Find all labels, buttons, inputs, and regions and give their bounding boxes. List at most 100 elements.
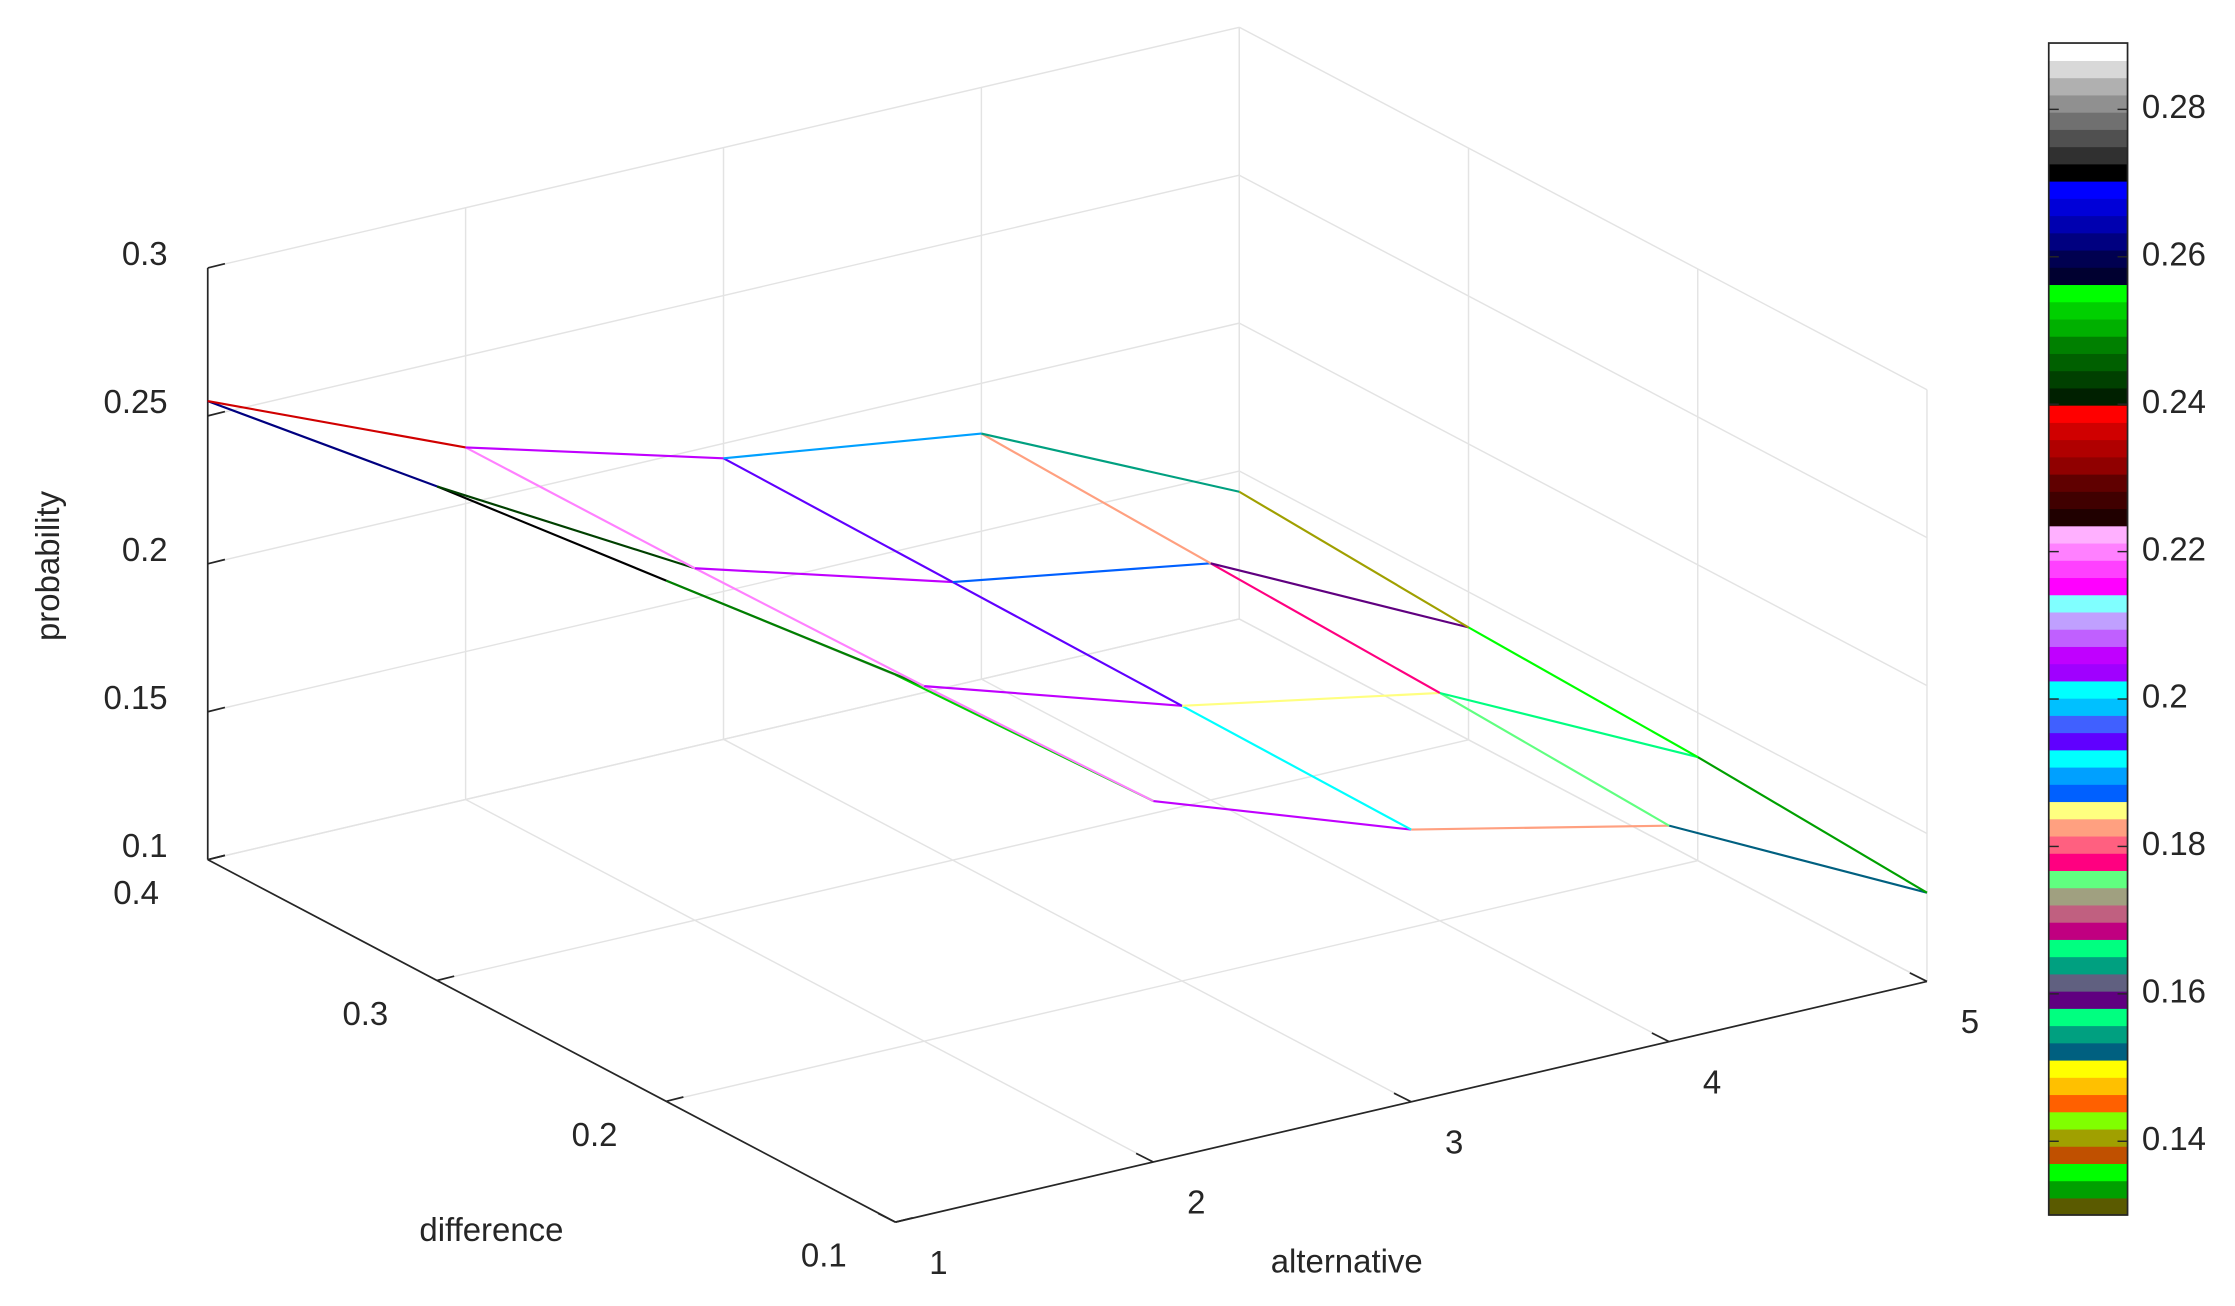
z-tick-label: 0.2 <box>122 531 168 568</box>
colorbar-swatch <box>2048 577 2128 596</box>
x-tick-label: 2 <box>1187 1184 1205 1221</box>
colorbar-swatch <box>2048 835 2128 854</box>
colorbar-swatch <box>2048 749 2128 768</box>
grid-line <box>207 26 1240 269</box>
mesh-edge <box>1153 799 1412 831</box>
colorbar-swatch <box>2048 939 2128 958</box>
mesh-edge <box>1181 704 1412 831</box>
colorbar-swatch <box>2048 491 2128 510</box>
colorbar-swatch <box>2048 404 2128 423</box>
colorbar-swatch <box>2048 43 2128 61</box>
y-tick <box>436 975 455 982</box>
mesh-edge <box>465 446 724 460</box>
colorbar-swatch <box>2048 1042 2128 1061</box>
z-tick <box>207 410 226 417</box>
y-axis <box>207 858 896 1223</box>
mesh-edge <box>1210 562 1441 694</box>
mesh-edge <box>924 685 1183 707</box>
mesh-edge <box>207 400 466 449</box>
colorbar-swatch <box>2048 1111 2128 1130</box>
colorbar-swatch <box>2048 1146 2128 1164</box>
colorbar-swatch <box>2048 1197 2128 1216</box>
grid-line <box>1238 618 1928 983</box>
colorbar-swatch <box>2048 697 2128 716</box>
colorbar-swatch <box>2048 301 2128 320</box>
colorbar-swatch <box>2048 818 2128 837</box>
colorbar-swatch <box>2048 887 2128 906</box>
z-tick-label: 0.3 <box>122 235 168 272</box>
mesh-edge <box>207 400 438 488</box>
mesh-edge <box>923 685 1154 802</box>
mesh-edge <box>981 432 1240 493</box>
colorbar-swatch <box>2048 77 2128 96</box>
z-tick <box>207 854 226 861</box>
x-tick <box>1135 1152 1154 1163</box>
mesh-edge <box>1238 490 1470 629</box>
grid-line <box>207 322 1240 565</box>
colorbar-swatch <box>2048 1128 2128 1147</box>
y-tick <box>895 1217 913 1223</box>
colorbar-swatch <box>2048 267 2128 286</box>
colorbar-swatch <box>2048 163 2128 182</box>
colorbar-swatch <box>2048 663 2128 682</box>
colorbar-swatch <box>2048 387 2128 406</box>
x-tick-label: 4 <box>1703 1063 1721 1100</box>
colorbar-swatch <box>2048 921 2128 940</box>
colorbar-swatch <box>2048 146 2128 165</box>
mesh-edge <box>1439 692 1670 827</box>
colorbar-frame <box>2047 42 2129 1216</box>
colorbar-swatch <box>2048 956 2128 975</box>
colorbar-swatch <box>2048 629 2128 647</box>
z-tick-label: 0.1 <box>122 827 168 864</box>
y-tick-label: 0.4 <box>113 874 159 911</box>
x-tick <box>1909 972 1928 983</box>
colorbar-swatch <box>2048 111 2128 130</box>
colorbar-swatch <box>2048 594 2128 613</box>
x-tick <box>1651 1032 1670 1043</box>
colorbar-tick-label: 0.14 <box>2142 1120 2206 1157</box>
colorbar-swatch <box>2048 1094 2128 1113</box>
colorbar-tick-label: 0.16 <box>2142 973 2206 1010</box>
x-axis-title: alternative <box>1271 1242 1423 1279</box>
colorbar-tick-label: 0.28 <box>2142 88 2206 125</box>
z-tick <box>207 558 226 565</box>
colorbar-swatch <box>2048 801 2128 820</box>
colorbar-swatch <box>2048 473 2128 492</box>
mesh-edge <box>436 485 696 570</box>
grid-line <box>723 738 1412 1103</box>
mesh-edge <box>980 432 1212 565</box>
colorbar-swatch <box>2048 232 2128 251</box>
grid-line <box>981 678 1670 1043</box>
mesh-edge <box>952 581 1183 707</box>
mesh-edge <box>1467 626 1699 759</box>
colorbar-swatch <box>2048 766 2128 785</box>
mesh-edge <box>1697 756 1928 894</box>
colorbar-tick-label: 0.18 <box>2142 825 2206 862</box>
colorbar-tick-label: 0.2 <box>2142 678 2188 715</box>
colorbar-swatch <box>2048 318 2128 337</box>
colorbar-swatch <box>2048 60 2128 79</box>
mesh-edge <box>436 485 667 582</box>
mesh-edge <box>1181 691 1440 707</box>
z-axis-title: probability <box>29 490 66 641</box>
grid-line <box>666 859 1698 1103</box>
colorbar-swatch <box>2048 336 2128 354</box>
colorbar-swatch <box>2048 284 2128 303</box>
mesh-edge <box>723 432 982 460</box>
mesh-edge <box>465 446 696 570</box>
colorbar-swatch <box>2048 198 2128 217</box>
colorbar-swatch <box>2048 646 2128 665</box>
colorbar-swatch <box>2048 353 2128 372</box>
colorbar-swatch <box>2048 1059 2128 1078</box>
z-tick-label: 0.25 <box>104 383 168 420</box>
y-tick-label: 0.1 <box>801 1237 847 1274</box>
mesh-edge <box>722 457 954 583</box>
y-axis-title: difference <box>419 1211 563 1248</box>
mesh-edge <box>952 562 1211 584</box>
colorbar-swatch <box>2048 370 2128 389</box>
mesh-edge <box>694 567 953 584</box>
y-tick-label: 0.2 <box>572 1116 618 1153</box>
y-tick <box>665 1096 684 1103</box>
colorbar-swatch <box>2048 611 2128 630</box>
